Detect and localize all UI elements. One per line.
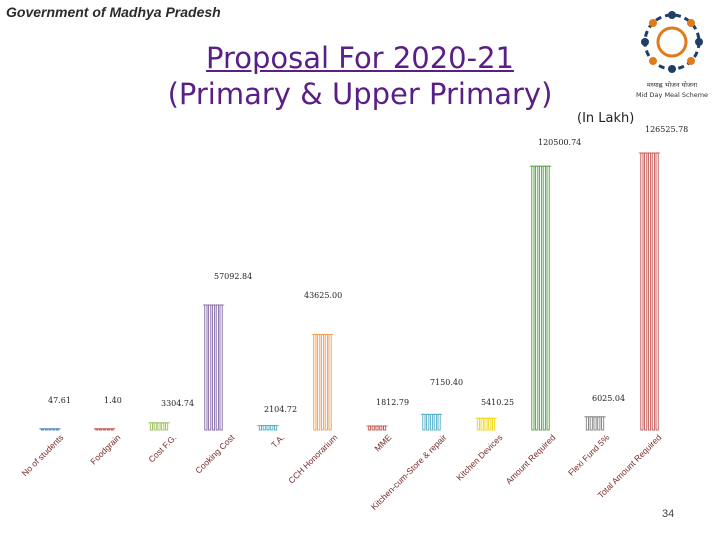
bar (535, 165, 539, 431)
bar (153, 422, 157, 431)
logo-emblem-icon (641, 11, 703, 73)
bar (480, 417, 484, 431)
slide-title: Proposal For 2020-21 (Primary & Upper Pr… (120, 40, 600, 112)
bar (266, 424, 270, 431)
bar-group (93, 428, 116, 431)
category-label: No of students (20, 432, 66, 478)
bar (437, 413, 441, 431)
bar-group (257, 424, 279, 431)
bar (313, 334, 317, 431)
bar (161, 422, 165, 431)
bar-group (311, 334, 334, 431)
bar (422, 413, 426, 431)
logo-text-hindi: मध्याह्न भोजन योजना (647, 81, 698, 89)
bar (589, 416, 593, 431)
bar (149, 422, 153, 431)
bar (328, 334, 332, 431)
bar (538, 165, 543, 431)
bar (546, 165, 550, 431)
bar (375, 425, 379, 431)
bar (593, 416, 597, 431)
bar (383, 425, 387, 431)
data-label: 126525.78 (645, 125, 688, 134)
bar (367, 425, 371, 431)
bar (655, 152, 659, 431)
bar-group (366, 425, 388, 431)
bar (644, 152, 648, 431)
bar (320, 334, 325, 431)
title-line-1: Proposal For 2020-21 (205, 41, 514, 75)
bar-group (148, 422, 170, 431)
bar (426, 413, 430, 431)
bar-group (39, 428, 61, 431)
bar (492, 417, 496, 431)
bar-group (202, 304, 225, 431)
bar (429, 413, 434, 431)
bar-group (475, 417, 497, 431)
bar (433, 413, 437, 431)
bar (597, 416, 601, 431)
bar (270, 424, 274, 431)
bar (651, 152, 655, 431)
data-label: 7150.40 (430, 378, 463, 387)
bar (484, 417, 488, 431)
bar (640, 152, 644, 431)
bar (165, 422, 169, 431)
data-label: 120500.74 (538, 138, 581, 147)
bar (585, 416, 589, 431)
mdm-logo: मध्याह्न भोजन योजना Mid Day Meal Scheme (636, 11, 708, 99)
page-number: 34 (662, 508, 675, 520)
bar (317, 334, 321, 431)
category-label: T.A. (269, 432, 286, 449)
bar (219, 304, 223, 431)
bar-group (638, 152, 661, 431)
bar (262, 424, 266, 431)
data-label: 6025.04 (592, 394, 625, 403)
bar (204, 304, 208, 431)
data-label: 1812.79 (376, 398, 409, 407)
category-label: MME (372, 432, 393, 453)
category-label: Kitchen Devices (454, 432, 504, 482)
bar (542, 165, 546, 431)
bar-group (584, 416, 606, 431)
bar (371, 425, 375, 431)
data-label: 47.61 (48, 396, 71, 405)
category-label: CCH Honorarium (286, 432, 339, 485)
bar (274, 424, 278, 431)
bar (476, 417, 480, 431)
unit-label: (In Lakh) (577, 111, 635, 126)
title-line-2: (Primary & Upper Primary) (167, 77, 553, 111)
bar (258, 424, 262, 431)
bar (157, 422, 161, 431)
bar-group (420, 413, 443, 431)
bar (215, 304, 219, 431)
data-label: 2104.72 (264, 405, 297, 414)
category-label: Foodgrain (88, 432, 122, 466)
data-label: 43625.00 (304, 291, 342, 300)
category-label: Flexi Fund 5% (566, 432, 612, 478)
data-label: 57092.84 (214, 272, 252, 281)
category-label: Amount Required (504, 432, 558, 486)
bar (647, 152, 652, 431)
bar (379, 425, 383, 431)
category-label: Cost F.G. (146, 432, 178, 464)
data-label: 1.40 (104, 396, 122, 405)
bar (601, 416, 605, 431)
bar-group (529, 165, 552, 431)
logo-text-english: Mid Day Meal Scheme (636, 91, 708, 99)
bar (208, 304, 212, 431)
data-label: 3304.74 (161, 399, 194, 408)
bar (531, 165, 535, 431)
header-text: Government of Madhya Pradesh (6, 4, 221, 20)
bar (488, 417, 492, 431)
bar (324, 334, 328, 431)
bar (211, 304, 216, 431)
category-label: Cooking Cost (193, 432, 237, 476)
data-label: 5410.25 (481, 398, 514, 407)
